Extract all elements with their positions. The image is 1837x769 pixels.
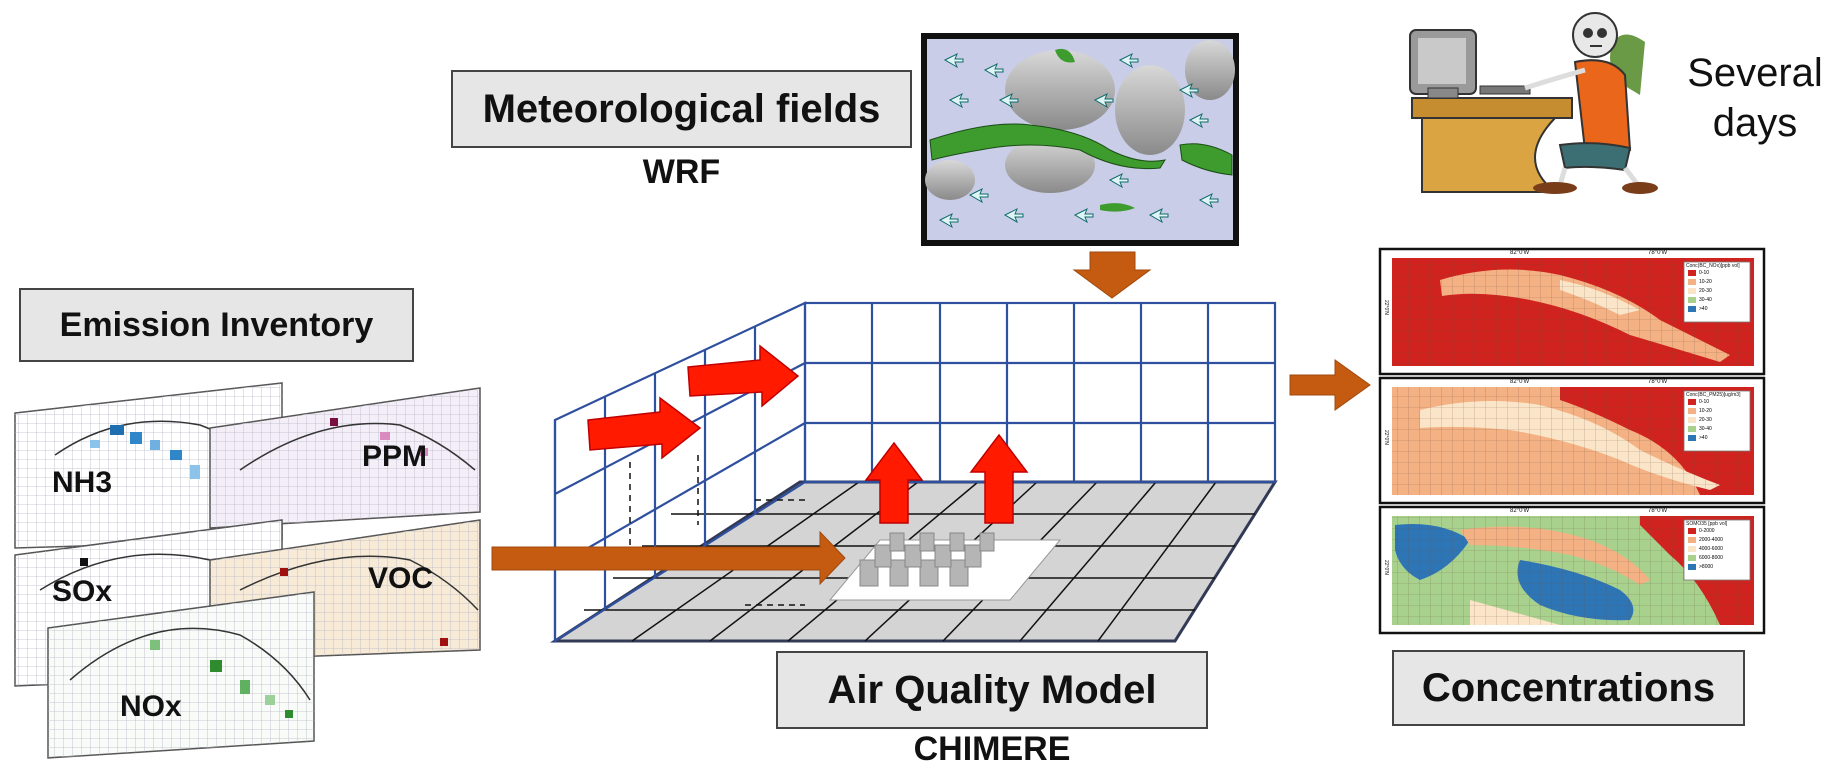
- air-quality-model-box: Air Quality Model: [776, 651, 1208, 729]
- emission-layer-ppm: [209, 387, 481, 529]
- legend-swatch: [1688, 546, 1696, 552]
- map3-legend-title: SOMO35 [ppb vol]: [1686, 521, 1728, 527]
- concentration-map-2: [1378, 376, 1766, 505]
- legend-label: 30-40: [1699, 426, 1712, 432]
- duration-label: Several days: [1675, 48, 1835, 148]
- legend-swatch: [1688, 555, 1696, 561]
- map1-lon-right: 78°0'W: [1648, 250, 1668, 256]
- chimere-label: CHIMERE: [913, 730, 1071, 768]
- red-arrow-up-2: [969, 433, 1029, 524]
- emission-inventory-box: Emission Inventory: [19, 288, 414, 362]
- layer-label-sox: SOx: [52, 575, 113, 608]
- legend-swatch: [1688, 279, 1696, 285]
- layer-label-ppm: PPM: [362, 440, 428, 473]
- legend-item: 20-30: [1688, 288, 1712, 294]
- legend-label: 6000-8000: [1699, 555, 1723, 561]
- orange-arrow-output: [1289, 359, 1371, 411]
- map3-lat: 22°0'N: [1383, 560, 1389, 575]
- red-arrow-left-2: [687, 344, 800, 408]
- legend-item: 2000-4000: [1688, 537, 1723, 543]
- legend-label: 0-10: [1699, 399, 1710, 405]
- concentration-map-1: [1378, 247, 1766, 376]
- legend-label: >8000: [1699, 564, 1714, 570]
- legend-item: 20-30: [1688, 417, 1712, 423]
- map1-lat: 22°0'N: [1383, 300, 1389, 315]
- legend-label: >40: [1699, 306, 1708, 312]
- duration-line-1: Several: [1687, 51, 1823, 95]
- map3-lon-left: 82°0'W: [1510, 508, 1530, 514]
- red-arrow-up-1: [864, 441, 924, 524]
- legend-swatch: [1688, 564, 1696, 570]
- wrf-label: WRF: [642, 153, 721, 191]
- legend-label: 20-30: [1699, 417, 1712, 423]
- emission-layer-nox: [47, 591, 315, 759]
- orange-arrows: [491, 251, 1371, 586]
- legend-swatch: [1688, 399, 1696, 405]
- emission-sources: [828, 532, 1062, 601]
- layer-label-voc: VOC: [368, 562, 434, 595]
- legend-swatch: [1688, 528, 1696, 534]
- legend-swatch: [1688, 297, 1696, 303]
- layer-label-nox: NOx: [120, 690, 182, 723]
- legend-item: >40: [1688, 306, 1707, 312]
- map2-lat: 22°0'N: [1383, 430, 1389, 445]
- map2-lon-left: 82°0'W: [1510, 379, 1530, 385]
- legend-label: 10-20: [1699, 408, 1712, 414]
- legend-swatch: [1688, 417, 1696, 423]
- legend-swatch: [1688, 288, 1696, 294]
- legend-label: 4000-6000: [1699, 546, 1723, 552]
- layer-label-nh3: NH3: [52, 466, 113, 499]
- orange-arrow-meteo: [1072, 251, 1152, 299]
- legend-label: 30-40: [1699, 297, 1712, 303]
- legend-swatch: [1688, 408, 1696, 414]
- legend-item: 30-40: [1688, 426, 1712, 432]
- legend-swatch: [1688, 270, 1696, 276]
- legend-swatch: [1688, 426, 1696, 432]
- legend-swatch: [1688, 537, 1696, 543]
- legend-label: 20-30: [1699, 288, 1712, 294]
- map1-legend-title: Conc(BC_NOx)[ppb vol]: [1686, 263, 1740, 269]
- map2-lon-right: 78°0'W: [1648, 379, 1668, 385]
- map2-legend-title: Conc(BC_PM25)[ug/m3]: [1686, 392, 1741, 398]
- legend-label: 2000-4000: [1699, 537, 1723, 543]
- map3-lon-right: 78°0'W: [1648, 508, 1668, 514]
- legend-item: 0-2000: [1688, 528, 1715, 534]
- legend-item: >8000: [1688, 564, 1713, 570]
- legend-swatch: [1688, 435, 1696, 441]
- legend-item: 10-20: [1688, 408, 1712, 414]
- legend-item: 0-10: [1688, 270, 1709, 276]
- legend-label: >40: [1699, 435, 1708, 441]
- legend-item: 4000-6000: [1688, 546, 1723, 552]
- legend-item: 0-10: [1688, 399, 1709, 405]
- red-advection-arrows: [587, 344, 1029, 524]
- legend-label: 10-20: [1699, 279, 1712, 285]
- meteorological-fields-box: Meteorological fields: [451, 70, 912, 148]
- legend-item: 10-20: [1688, 279, 1712, 285]
- concentration-map-3: [1378, 505, 1766, 635]
- concentrations-box: Concentrations: [1392, 650, 1745, 726]
- legend-label: 0-2000: [1699, 528, 1715, 534]
- duration-line-2: days: [1712, 101, 1798, 145]
- red-arrow-left-1: [587, 396, 702, 460]
- legend-item: 30-40: [1688, 297, 1712, 303]
- legend-swatch: [1688, 306, 1696, 312]
- legend-item: >40: [1688, 435, 1707, 441]
- skeleton-computer-illustration: [1409, 12, 1658, 194]
- orange-arrow-emissions: [491, 530, 846, 586]
- legend-item: 6000-8000: [1688, 555, 1723, 561]
- map1-lon-left: 82°0'W: [1510, 250, 1530, 256]
- legend-label: 0-10: [1699, 270, 1710, 276]
- meteo-map: [921, 33, 1239, 246]
